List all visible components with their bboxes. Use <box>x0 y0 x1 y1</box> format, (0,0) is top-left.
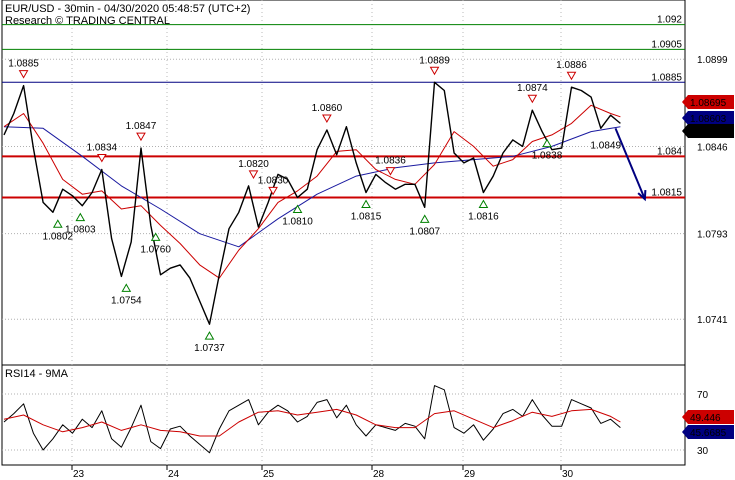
pivot-low-label: 1.0802 <box>43 231 74 242</box>
ma-slow-line <box>3 126 621 248</box>
price-axis-tick-label: 1.0741 <box>697 315 728 326</box>
pivot-low-label: 1.0810 <box>282 216 313 227</box>
value-badges-layer: 1.08695 1.08603 1.086 49.446 45.6685 <box>682 95 734 439</box>
x-axis-tick-label: 25 <box>263 469 275 480</box>
rsi-value-badge-pointer <box>682 425 688 439</box>
last-value-badge-text: 1.08603 <box>690 114 727 125</box>
projection-arrow <box>614 127 646 200</box>
pivot-high-label: 1.0860 <box>312 103 343 114</box>
pivot-high-label: 1.0834 <box>87 142 118 153</box>
pivot-low-label: 1.0760 <box>140 244 171 255</box>
price-axis-tick-label: 1.0793 <box>697 230 728 241</box>
pivot-low-marker <box>121 283 132 292</box>
projection-arrow-head <box>637 190 647 202</box>
last-value-badge-text: 1.086 <box>690 127 715 138</box>
last-value-badge-text: 1.08695 <box>690 98 727 109</box>
pivot-high-label: 1.0820 <box>238 159 269 170</box>
pivot-low-label: 1.0803 <box>65 225 96 236</box>
price-axis-tick-label: 1.0846 <box>697 142 728 153</box>
level-label: 1.0905 <box>651 39 682 50</box>
pivot-high-label: 1.0889 <box>419 55 450 66</box>
pivot-high-marker <box>527 94 538 104</box>
pivot-low-label: 1.0838 <box>532 151 563 162</box>
pivot-high-marker <box>136 132 146 142</box>
rsi-value-badge <box>688 425 734 439</box>
pivot-low-label: 1.0807 <box>409 226 440 237</box>
x-axis-tick-label: 29 <box>464 469 476 480</box>
x-axis-tick-label: 24 <box>168 469 180 480</box>
chart-header-title: EUR/USD - 30min - 04/30/2020 05:48:57 (U… <box>5 3 250 15</box>
x-axis-tick-label: 30 <box>562 469 574 480</box>
pivot-high-marker <box>385 167 396 176</box>
pivot-high-label: 1.0847 <box>126 121 157 132</box>
pivot-low-marker <box>150 232 161 241</box>
pivot-high-label: 1.0885 <box>8 59 39 70</box>
pivot-high-label: 1.0830 <box>258 175 289 186</box>
rsi-value-badge-pointer <box>682 410 688 424</box>
grid-layer <box>2 0 685 465</box>
pivot-low-marker <box>478 199 489 209</box>
rsi-value-badge-text: 45.6685 <box>690 428 727 439</box>
x-axis-tick-label: 28 <box>373 469 385 480</box>
support-resistance-levels: 1.092 1.0905 1.0885 1.084 1.0815 <box>2 15 685 199</box>
pivot-high-marker <box>429 66 440 76</box>
ma-fast-line <box>3 104 621 279</box>
pivot-high-marker <box>566 71 577 81</box>
pivot-low-marker <box>292 204 303 213</box>
level-label: 1.0885 <box>651 72 682 83</box>
price-series-layer <box>3 81 621 325</box>
rsi-axis-tick-label: 30 <box>697 446 709 457</box>
rsi-axis-tick-label: 70 <box>697 390 709 401</box>
pivot-high-marker <box>268 186 278 196</box>
pivot-low-marker <box>204 331 215 340</box>
rsi-value-badge-text: 49.446 <box>690 413 721 424</box>
rsi-line <box>3 385 621 454</box>
pivot-low-label: 1.0816 <box>468 212 499 223</box>
pivot-high-label: 1.0836 <box>375 156 406 167</box>
price-axis-tick-label: 1.0899 <box>697 55 728 66</box>
x-axis-tick-label: 23 <box>73 469 85 480</box>
rsi-panel-title: RSI14 - 9MA <box>5 368 69 380</box>
price-line <box>3 81 621 325</box>
rsi-series-layer <box>3 385 621 454</box>
last-value-badge <box>688 111 734 125</box>
last-value-badge-pointer <box>682 111 688 125</box>
last-value-badge-pointer <box>682 124 688 138</box>
level-label: 1.092 <box>657 15 682 26</box>
pivot-low-marker <box>419 214 430 223</box>
pivot-high-marker <box>96 153 107 163</box>
pivot-high-marker <box>248 170 259 179</box>
axis-labels-layer: 1.0899 1.0846 1.0793 1.0741 70 30 23 24 25 28 29 30 <box>71 55 728 480</box>
pivot-high-label: 1.0886 <box>556 60 587 71</box>
last-value-badge-pointer <box>682 95 688 109</box>
pivot-low-marker <box>542 138 552 148</box>
pivot-low-label: 1.0737 <box>194 343 225 354</box>
pivot-low-marker <box>52 219 63 228</box>
chart-header-source: Research © TRADING CENTRAL <box>5 15 170 27</box>
last-value-badge <box>688 124 734 138</box>
pivot-high-label: 1.0874 <box>517 83 548 94</box>
last-level-label: 1.0849 <box>590 141 621 152</box>
pivot-low-marker <box>361 199 371 209</box>
pivot-high-marker <box>322 114 332 123</box>
pivot-low-marker <box>75 212 86 222</box>
rsi-panel-frame <box>1 364 686 466</box>
pivot-high-marker <box>18 70 29 79</box>
pivot-low-label: 1.0754 <box>111 295 142 306</box>
level-label: 1.0815 <box>651 187 682 198</box>
last-value-badge <box>688 95 734 109</box>
rsi-value-badge <box>688 410 734 424</box>
pivot-low-label: 1.0815 <box>351 212 382 223</box>
level-label: 1.084 <box>657 146 682 157</box>
rsi-ma-line <box>3 408 621 437</box>
pivot-markers-layer: 1.0885 1.0834 1.0847 1.0820 1.0830 1.0860 1.08… <box>8 55 647 354</box>
